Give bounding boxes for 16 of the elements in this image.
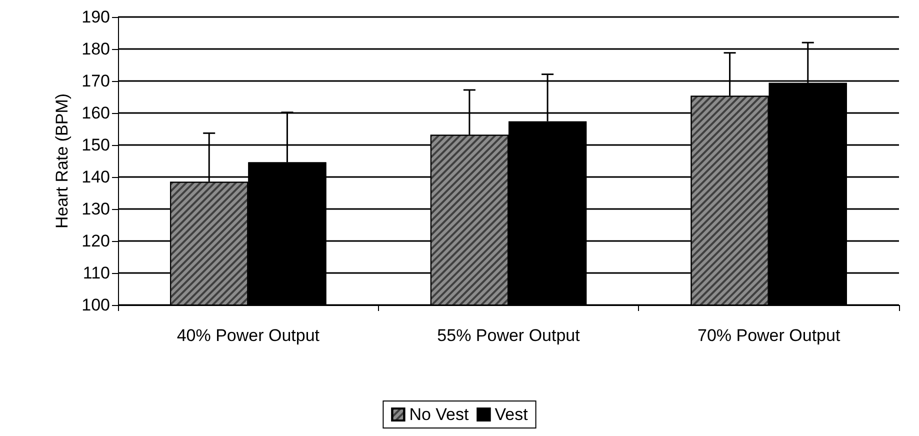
legend-label: No Vest (409, 405, 470, 424)
y-tick-label: 140 (82, 168, 110, 186)
x-tick-label: 40% Power Output (176, 326, 320, 345)
y-tick-label: 170 (82, 72, 110, 90)
y-tick-label: 180 (82, 40, 110, 58)
y-tick-label: 100 (82, 296, 110, 314)
x-tick-label: 55% Power Output (437, 326, 580, 345)
y-tick-label: 150 (82, 136, 110, 154)
y-tick-label: 160 (82, 104, 110, 122)
legend-label: Vest (494, 405, 528, 424)
y-tick-label: 130 (82, 200, 110, 218)
y-tick-label: 110 (82, 264, 110, 282)
y-axis-title: Heart Rate (BPM) (52, 93, 72, 229)
y-tick-label: 190 (82, 8, 110, 26)
y-tick-label: 120 (82, 232, 110, 250)
x-tick-label: 70% Power Output (697, 326, 840, 345)
